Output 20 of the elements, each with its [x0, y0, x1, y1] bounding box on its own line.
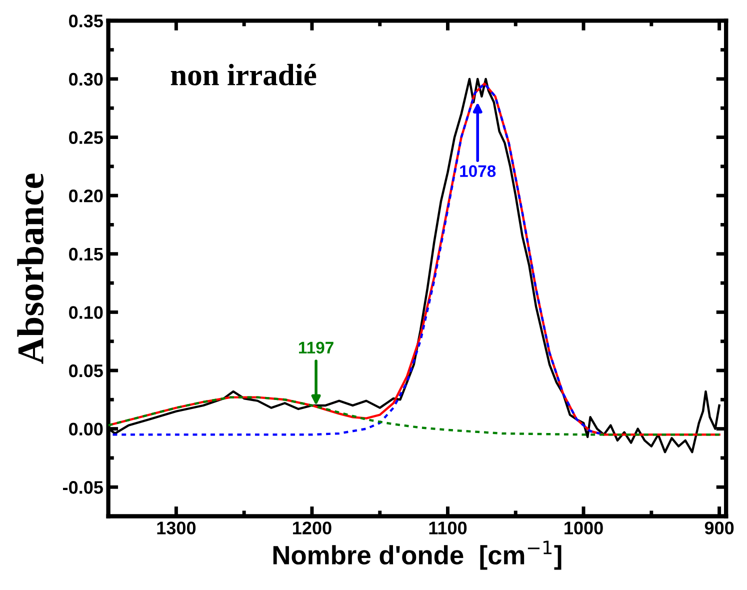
y-tick-label: 0.35 [69, 14, 103, 28]
annotation: 1197 [299, 342, 334, 354]
x-tick-label: 1300 [157, 522, 196, 534]
x-tick-label: 1100 [429, 522, 467, 534]
x-axis-title: Nombre d'onde [cm$^{−1}$] [273, 540, 562, 570]
y-tick-label: 0.15 [69, 248, 103, 261]
y-tick-label: 0.00 [69, 422, 103, 436]
y-tick-label: -0.05 [63, 481, 103, 494]
y-tick-label: 0.25 [69, 131, 103, 144]
x-tick-label: 1000 [564, 522, 603, 534]
y-tick-label: 0.10 [69, 306, 103, 319]
y-tick-label: 0.20 [69, 190, 103, 202]
annotation: 1078 [460, 165, 496, 178]
annotation: non irradié [170, 64, 316, 86]
x-tick-label: 1200 [293, 522, 332, 534]
line-series [108, 396, 720, 436]
y-tick-label: 0.30 [69, 72, 103, 86]
y-tick-label: 0.05 [69, 364, 103, 378]
x-tick-label: 900 [704, 522, 734, 534]
y-axis-title: Absorbance [17, 174, 44, 364]
